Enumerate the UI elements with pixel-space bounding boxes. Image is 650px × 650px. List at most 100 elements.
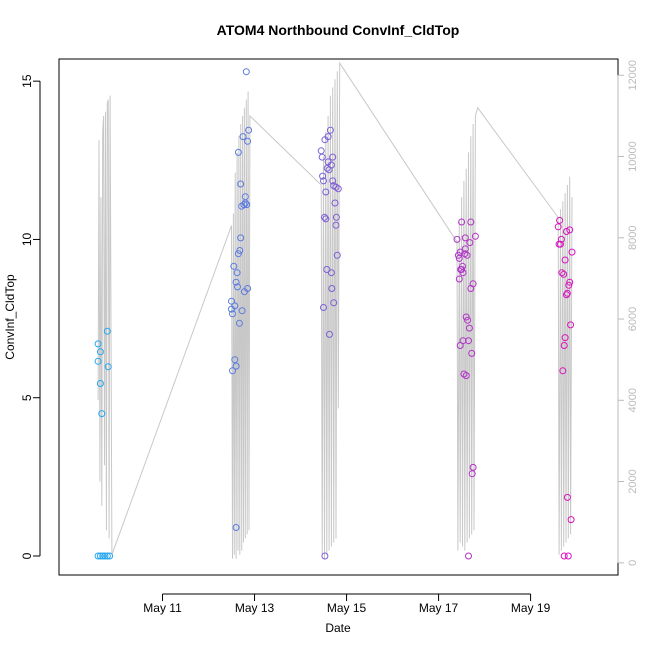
data-point xyxy=(241,193,249,201)
data-point xyxy=(96,348,104,356)
data-point xyxy=(329,177,337,185)
data-points-layer xyxy=(94,68,576,560)
data-point xyxy=(463,251,471,259)
y2-axis: 0 2000 4000 6000 8000 10000 12000 xyxy=(617,60,639,566)
data-point xyxy=(461,245,469,253)
data-point xyxy=(235,319,243,327)
data-point xyxy=(322,188,330,196)
data-point xyxy=(330,299,338,307)
data-point xyxy=(556,216,564,224)
data-point xyxy=(232,278,240,286)
data-point xyxy=(563,493,571,501)
data-point xyxy=(321,213,328,221)
data-point xyxy=(103,327,111,335)
data-point xyxy=(243,201,251,209)
data-point xyxy=(560,342,568,349)
data-point xyxy=(99,552,107,560)
data-point xyxy=(327,269,335,277)
data-point xyxy=(96,552,104,560)
data-point xyxy=(469,463,477,471)
data-point xyxy=(466,239,474,247)
data-point xyxy=(234,148,242,156)
data-point xyxy=(459,269,467,277)
data-point xyxy=(568,248,576,256)
data-point xyxy=(234,250,242,258)
y-axis: 0 5 10 15 xyxy=(20,74,41,559)
y-tick-label: 0 xyxy=(20,552,34,559)
data-point xyxy=(462,372,470,380)
data-point xyxy=(465,337,472,345)
data-point xyxy=(234,283,241,291)
y2-tick-label: 8000 xyxy=(627,226,639,250)
data-point xyxy=(464,316,472,324)
data-point xyxy=(324,133,332,141)
data-point xyxy=(96,380,104,387)
x-axis: May 11 May 13 May 15 May 17 May 19 xyxy=(143,593,551,615)
data-point xyxy=(240,201,248,209)
data-point xyxy=(94,340,102,348)
chart-title: ATOM4 Northbound ConvInf_CldTop xyxy=(217,22,460,38)
data-point xyxy=(239,133,247,141)
data-point xyxy=(231,356,239,364)
altitude-line-layer xyxy=(97,61,573,559)
data-point xyxy=(94,552,102,560)
data-point xyxy=(232,524,240,531)
data-point xyxy=(104,363,112,371)
data-point xyxy=(319,172,327,180)
altitude-line xyxy=(97,61,573,559)
y2-tick-label: 12000 xyxy=(627,60,639,91)
data-point xyxy=(566,278,574,286)
x-tick-label: May 19 xyxy=(511,601,551,615)
data-point xyxy=(94,357,102,365)
data-point xyxy=(332,213,340,221)
data-point xyxy=(469,280,477,288)
y-axis-label: ConvInf_CldTop xyxy=(3,274,17,360)
data-point xyxy=(465,552,472,560)
data-point xyxy=(561,256,569,264)
x-tick-label: May 11 xyxy=(143,601,182,615)
data-point xyxy=(332,221,340,229)
data-point xyxy=(557,235,565,243)
data-point xyxy=(327,161,335,169)
data-point xyxy=(334,185,342,193)
y2-tick-label: 4000 xyxy=(627,388,639,412)
data-point xyxy=(323,266,331,273)
data-point xyxy=(461,234,469,242)
data-point xyxy=(563,289,571,297)
data-point xyxy=(557,240,564,248)
data-point xyxy=(567,321,575,329)
data-point xyxy=(565,281,573,289)
data-point xyxy=(233,269,241,277)
x-tick-label: May 13 xyxy=(235,601,275,615)
data-point xyxy=(231,302,239,310)
x-axis-label: Date xyxy=(325,621,351,635)
data-point xyxy=(230,262,238,270)
data-point xyxy=(244,285,252,292)
data-point xyxy=(98,410,106,418)
y2-tick-label: 6000 xyxy=(627,307,639,331)
data-point xyxy=(560,270,568,278)
y2-tick-label: 0 xyxy=(627,560,639,566)
data-point xyxy=(106,552,114,560)
data-point xyxy=(245,126,253,134)
data-point xyxy=(328,285,336,292)
data-point xyxy=(564,552,572,560)
data-point xyxy=(326,126,334,134)
data-point xyxy=(465,324,473,332)
data-point xyxy=(558,269,566,277)
data-point xyxy=(566,226,574,234)
data-point xyxy=(471,232,479,240)
data-point xyxy=(563,291,570,299)
data-point xyxy=(242,68,250,76)
data-point xyxy=(320,177,327,185)
data-point xyxy=(331,199,339,207)
data-point xyxy=(228,297,235,305)
data-point xyxy=(468,349,476,357)
data-point xyxy=(229,367,236,375)
data-point xyxy=(554,223,562,231)
data-point xyxy=(467,218,475,226)
data-point xyxy=(318,153,326,161)
y-tick-label: 10 xyxy=(20,232,34,246)
data-point xyxy=(567,516,575,524)
